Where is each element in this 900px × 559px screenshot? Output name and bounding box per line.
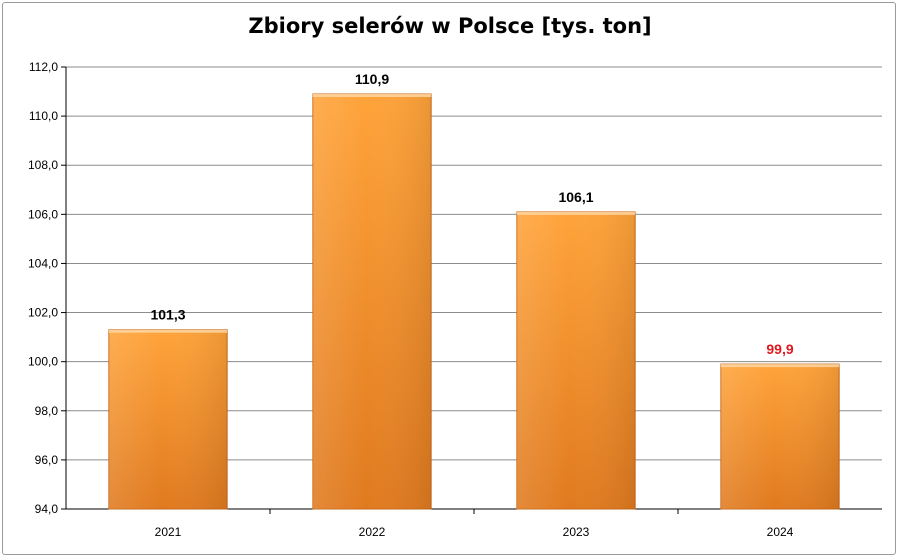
y-tick-label: 108,0 — [28, 158, 58, 172]
bar-top-edge-2021 — [108, 329, 228, 333]
y-tick-label: 96,0 — [35, 453, 59, 467]
x-tick-label: 2021 — [155, 525, 182, 539]
y-tick-label: 94,0 — [35, 502, 59, 516]
y-tick-label: 98,0 — [35, 404, 59, 418]
y-tick-label: 110,0 — [29, 109, 58, 123]
bar-top-edge-2022 — [312, 94, 432, 98]
bar-shine-2022 — [312, 94, 432, 509]
x-tick-label: 2023 — [563, 525, 590, 539]
bars — [108, 93, 840, 510]
y-tick-label: 102,0 — [28, 306, 58, 320]
chart-title: Zbiory selerów w Polsce [tys. ton] — [248, 14, 652, 38]
data-label-2022: 110,9 — [355, 71, 389, 87]
bar-shine-2023 — [516, 211, 636, 509]
data-label-2024: 99,9 — [766, 341, 793, 357]
y-tick-label: 106,0 — [28, 207, 58, 221]
bar-shine-2024 — [720, 364, 840, 509]
bar-shine-2021 — [108, 329, 228, 509]
y-tick-label: 104,0 — [28, 256, 58, 270]
bar-top-edge-2023 — [516, 211, 636, 215]
x-tick-label: 2024 — [767, 525, 794, 539]
bar-top-edge-2024 — [720, 364, 840, 368]
y-tick-label: 100,0 — [28, 355, 58, 369]
data-label-2023: 106,1 — [558, 189, 593, 205]
data-label-2021: 101,3 — [150, 307, 185, 323]
y-tick-label: 112,0 — [29, 60, 58, 74]
x-tick-label: 2022 — [359, 525, 386, 539]
data-labels: 101,3 110,9 106,1 99,9 — [150, 71, 793, 357]
